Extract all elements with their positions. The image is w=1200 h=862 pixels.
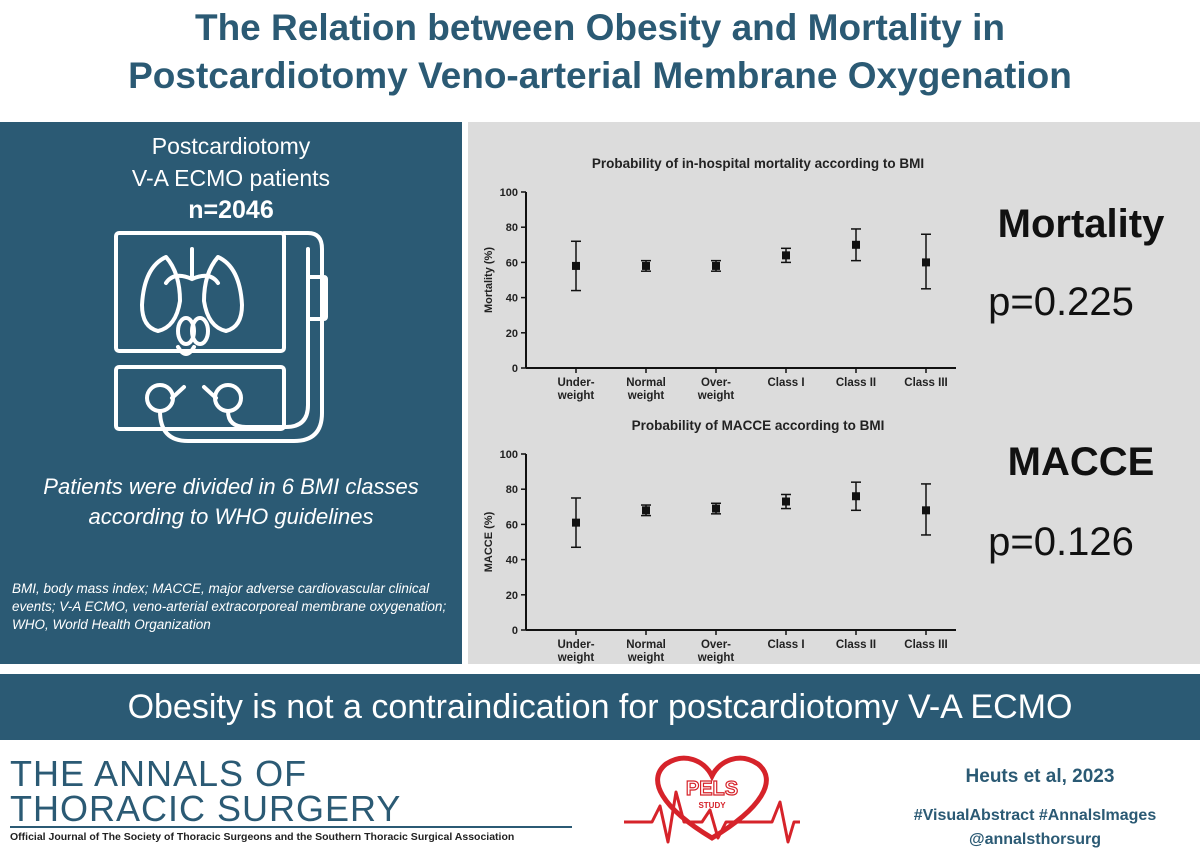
x-tick-label: Under-weight [557,377,595,402]
citation: Heuts et al, 2023 [965,766,1115,787]
data-point [782,251,790,260]
x-tick-label: Normal weight [626,377,666,402]
data-point [642,261,650,270]
x-tick-label-line: Class III [904,639,947,651]
data-point [852,492,860,501]
macce-chart: Probability of MACCE according to BMI 0 20… [483,418,956,664]
y-axis-label: MACCE (%) [483,511,495,572]
chart-title: Probability of MACCE according to BMI [632,418,885,433]
journal-name-line-1: THE ANNALS OF [10,753,308,794]
y-tick-label: 80 [506,222,518,234]
data-point [922,506,930,515]
x-tick-label: Normal weight [626,639,666,664]
y-tick-label: 100 [500,187,518,199]
x-tick-label: Class III [904,377,947,389]
x-tick-label-line: weight [697,652,735,664]
macce-p-value: p=0.126 [988,520,1134,564]
x-tick-label-line: Class II [836,377,876,389]
data-point [642,506,650,515]
journal-logo: THE ANNALS OF THORACIC SURGERY [10,753,402,829]
x-tick-label-line: Normal [626,377,666,389]
ecmo-machine-icon [114,231,328,443]
pels-logo-subtext: STUDY [698,801,726,810]
x-tick-label-line: Class III [904,377,947,389]
data-point [922,258,930,267]
y-tick-label: 60 [506,257,518,269]
pels-logo-text: PELS [686,778,738,800]
y-tick-label: 60 [506,519,518,531]
charts-panel: Probability of in-hospital mortality acc… [468,122,1200,664]
y-tick-label: 0 [512,363,518,375]
x-tick-label: Class I [767,639,804,651]
abbreviations-footnote: BMI, body mass index; MACCE, major adver… [12,581,447,632]
data-point [712,504,720,513]
x-tick-label-line: Class I [767,377,804,389]
data-point [852,240,860,249]
y-tick-label: 40 [506,293,518,305]
x-tick-label: Class I [767,377,804,389]
x-tick-label: Class III [904,639,947,651]
title-line-1: The Relation between Obesity and Mortali… [194,7,1005,48]
journal-subtitle: Official Journal of The Society of Thora… [10,831,515,843]
x-tick-label-line: Under- [557,639,594,651]
macce-result-label: MACCE [1007,440,1155,484]
hashtags[interactable]: #VisualAbstract #AnnalsImages [913,807,1157,824]
y-tick-label: 80 [506,484,518,496]
x-tick-label-line: Normal [626,639,666,651]
y-tick-label: 20 [506,590,518,602]
twitter-handle[interactable]: @annalsthorsurg [968,831,1102,848]
population-line-2: V-A ECMO patients [131,165,331,191]
x-tick-label: Class II [836,639,876,651]
mortality-chart: Probability of in-hospital mortality acc… [483,156,956,402]
x-tick-label-line: weight [557,390,595,402]
page-title: The Relation between Obesity and Mortali… [0,4,1200,100]
data-point [572,518,580,527]
y-tick-label: 0 [512,625,518,637]
y-tick-label: 20 [506,328,518,340]
x-tick-label-line: Class I [767,639,804,651]
x-tick-label-line: Under- [557,377,594,389]
patient-count: n=2046 [188,196,274,224]
conclusion-banner: Obesity is not a contraindication for po… [0,674,1200,740]
y-tick-label: 40 [506,555,518,567]
y-axis-label: Mortality (%) [483,247,495,313]
data-point [572,261,580,270]
bmi-classes-note: Patients were divided in 6 BMI classes a… [43,474,419,529]
mortality-p-value: p=0.225 [988,280,1134,324]
mortality-result-label: Mortality [997,202,1165,246]
title-line-2: Postcardiotomy Veno-arterial Membrane Ox… [128,55,1072,96]
study-panel: Postcardiotomy V-A ECMO patients n=2046 … [0,122,462,664]
data-point [712,261,720,270]
x-tick-label: Over-weight [697,377,735,402]
x-tick-label-line: Class II [836,639,876,651]
pels-study-logo: PELS STUDY [624,755,800,844]
x-tick-label-line: Over- [701,377,731,389]
chart-title: Probability of in-hospital mortality acc… [592,156,924,171]
x-tick-label: Over-weight [697,639,735,664]
x-tick-label-line: weight [627,652,665,664]
journal-divider [10,826,572,828]
social-tags: #VisualAbstract #AnnalsImages @annalstho… [880,804,1190,852]
x-tick-label: Under-weight [557,639,595,664]
journal-name-line-2: THORACIC SURGERY [10,788,402,829]
x-tick-label-line: weight [557,652,595,664]
x-tick-label-line: weight [627,390,665,402]
x-tick-label-line: Over- [701,639,731,651]
y-tick-label: 100 [500,449,518,461]
data-point [782,497,790,506]
x-tick-label-line: weight [697,390,735,402]
x-tick-label: Class II [836,377,876,389]
population-line-1: Postcardiotomy [151,133,311,159]
